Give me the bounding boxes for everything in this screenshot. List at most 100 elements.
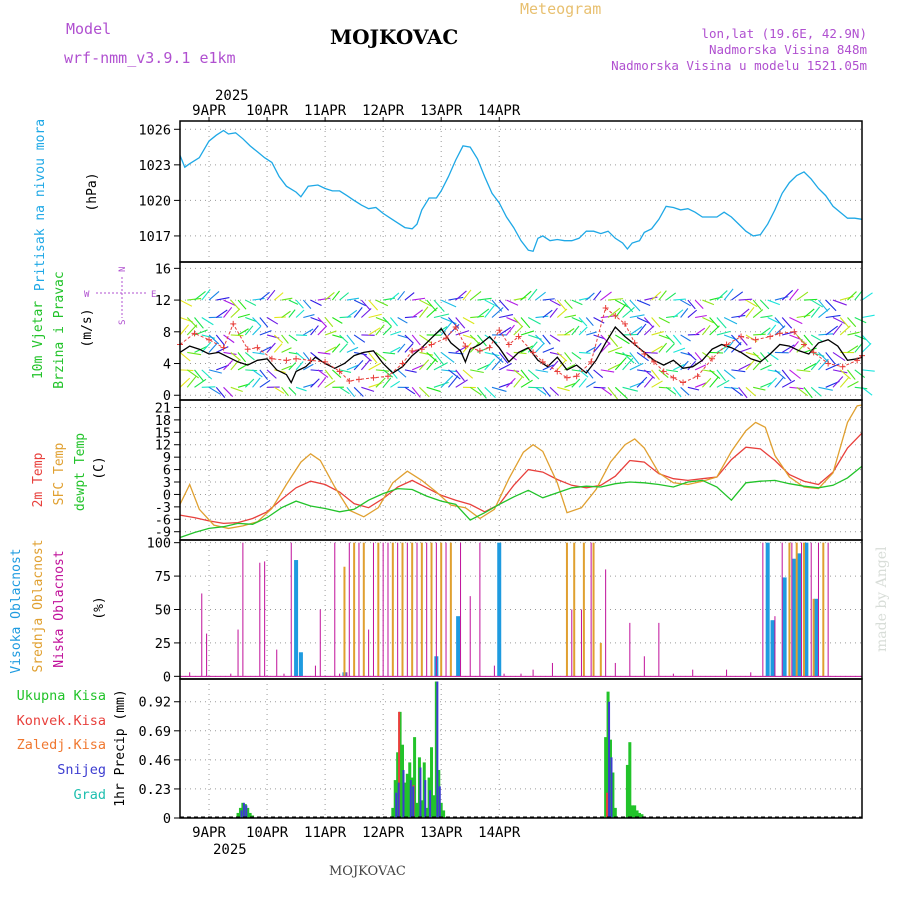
gust-marker: [621, 320, 628, 327]
ytick-label: 4: [163, 357, 171, 373]
cloud-bar: [469, 596, 471, 677]
wind-arrow: [847, 331, 860, 336]
wind-arrow: [412, 297, 426, 301]
wind-arrow: [781, 369, 792, 382]
wind-arrow: [658, 317, 670, 324]
wind-arrow: [593, 369, 604, 378]
cloud-bar: [762, 542, 764, 677]
ytick-label: 12: [155, 438, 171, 454]
panels: 10171020102310260481216-9-6-303691215182…: [138, 120, 875, 827]
gust-marker: [462, 343, 469, 350]
cloud-bar: [237, 629, 239, 677]
wind-arrow: [549, 386, 560, 396]
wind-arrow: [324, 317, 334, 328]
gust-marker: [399, 360, 406, 367]
wind-arrow: [361, 386, 375, 392]
wind-arrow: [694, 352, 703, 362]
cloud-bar: [206, 633, 208, 677]
wind-arrow: [274, 386, 285, 394]
wind-arrow: [288, 386, 297, 395]
gust-marker: [515, 333, 522, 340]
wind-arrow: [847, 345, 859, 353]
wind-arrow: [353, 386, 364, 397]
wind-arrow: [644, 296, 658, 301]
ytick-label: 1023: [138, 158, 171, 174]
wind-arrow: [273, 343, 283, 353]
wind-arrow: [194, 369, 204, 382]
wind-arrow: [237, 313, 250, 319]
wind-arrow: [585, 292, 595, 301]
wind-arrow: [789, 341, 799, 353]
cloud-bar: [590, 542, 592, 677]
wind-arrow: [636, 299, 651, 306]
wind-arrow: [397, 343, 406, 353]
precip-bar: [409, 780, 412, 818]
wind-arrow: [687, 333, 700, 336]
bottom-date-label: 14APR: [478, 825, 521, 841]
wind-arrow: [549, 360, 559, 371]
wind-arrow: [861, 386, 873, 396]
wind-arrow: [491, 299, 503, 312]
compass-s: S: [118, 320, 128, 325]
precip-bar: [625, 764, 629, 818]
wind-arrow: [759, 352, 769, 363]
wind-arrow: [382, 326, 392, 336]
cloud-bar: [382, 542, 384, 677]
wind-arrow: [324, 292, 335, 301]
wind-arrow: [390, 380, 401, 388]
wind-arrow: [535, 369, 549, 373]
wind-arrow: [629, 299, 641, 312]
wind-arrow: [383, 351, 396, 355]
gust-marker: [293, 355, 300, 362]
ytick-label: 3: [163, 475, 171, 491]
precip-bar: [391, 807, 395, 818]
wind-arrow: [723, 317, 738, 325]
wind-arrow: [477, 334, 487, 347]
wind-arrow: [578, 317, 588, 327]
cloud-bar: [599, 642, 602, 677]
wind-arrow: [796, 314, 811, 319]
cloud-bar: [774, 616, 776, 677]
wind-arrow: [673, 309, 684, 318]
precip-bar: [245, 805, 248, 818]
wind-arrow: [201, 386, 216, 388]
wind-arrow: [687, 386, 700, 391]
wind-arrow: [419, 299, 432, 307]
wind-arrow: [346, 346, 359, 353]
wind-arrow: [687, 352, 697, 361]
wind-arrow: [825, 363, 840, 371]
gust-marker: [486, 344, 493, 351]
gust-marker: [254, 344, 261, 351]
precip-bar: [420, 800, 424, 818]
wind-arrow: [331, 343, 341, 353]
cloud-bar: [420, 542, 423, 677]
wind-arrow: [266, 317, 279, 325]
ytick-label: 9: [163, 450, 171, 466]
cloud-bar: [440, 542, 443, 677]
ytick-label: 0: [163, 487, 171, 503]
precip-bar: [419, 767, 422, 818]
wind-arrow: [245, 299, 257, 306]
wind-arrow: [491, 307, 504, 318]
wind-arrow: [615, 299, 631, 309]
wind-arrow: [781, 317, 793, 329]
wind-arrow: [375, 351, 387, 361]
wind-arrow: [774, 317, 785, 329]
gust-marker: [355, 376, 362, 383]
cloud-bar: [416, 542, 418, 677]
wind-arrow: [658, 342, 668, 353]
gust-marker: [767, 333, 774, 340]
wind-arrow: [368, 327, 381, 336]
wind-arrow: [614, 357, 627, 371]
wind-arrow: [310, 378, 320, 388]
wind-arrow: [520, 369, 530, 381]
series-high_cloud: [294, 542, 819, 677]
cloud-bar: [770, 620, 775, 677]
wind-arrow: [440, 351, 455, 363]
wind-arrow: [469, 291, 482, 301]
wind-arrow: [317, 297, 331, 301]
precip-bar: [395, 792, 398, 818]
wind-arrow: [818, 386, 833, 391]
pressure-unit: (hPa): [85, 172, 100, 211]
top-date-label: 14APR: [478, 103, 521, 119]
